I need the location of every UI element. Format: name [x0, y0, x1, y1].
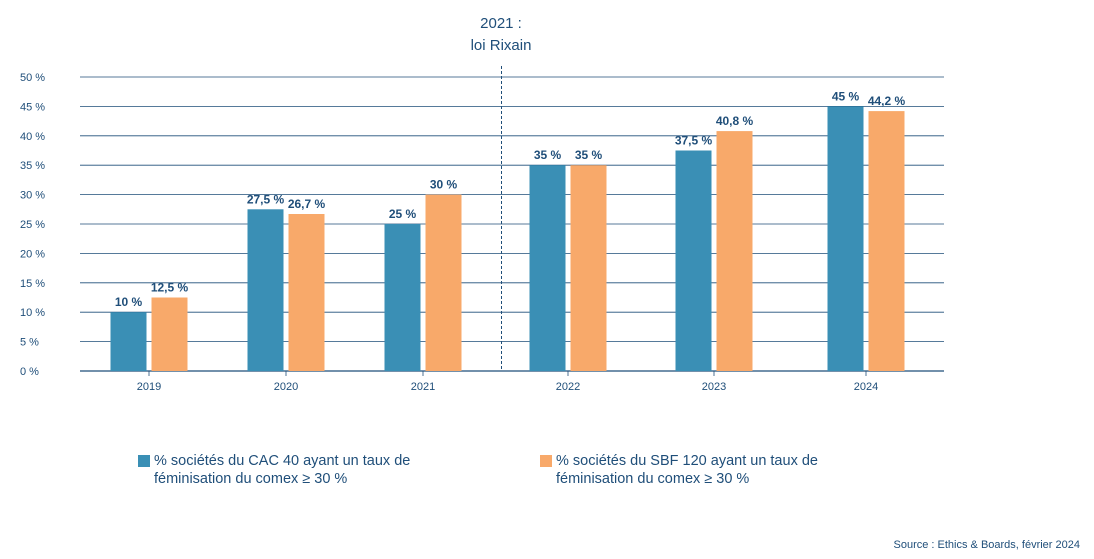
data-label: 44,2 %: [868, 94, 906, 108]
data-label: 10 %: [115, 295, 143, 309]
legend-swatch-sbf120: [540, 455, 552, 467]
legend-item-sbf120: % sociétés du SBF 120 ayant un taux de f…: [540, 452, 891, 488]
legend-label-cac40: % sociétés du CAC 40 ayant un taux de fé…: [154, 453, 411, 487]
y-tick-label: 25 %: [20, 219, 45, 231]
bar-sbf120-2019: [151, 297, 188, 371]
y-tick-label: 30 %: [20, 190, 45, 202]
y-tick-label: 35 %: [20, 160, 45, 172]
legend-label-sbf120: % sociétés du SBF 120 ayant un taux de f…: [556, 453, 818, 487]
x-tick-label: 2021: [411, 381, 435, 393]
bar-sbf120-2024: [868, 111, 905, 371]
y-tick-label: 0 %: [20, 366, 39, 378]
source-note: Source : Ethics & Boards, février 2024: [893, 539, 1080, 551]
y-tick-label: 50 %: [20, 72, 45, 84]
data-label: 37,5 %: [675, 134, 713, 148]
y-axis-ticks: 0 % 5 % 10 % 15 % 20 % 25 % 30 % 35 % 40 % 45 % 50…: [20, 72, 45, 378]
y-tick-label: 5 %: [20, 337, 39, 349]
data-label: 27,5 %: [247, 192, 285, 206]
bar-sbf120-2021: [425, 194, 462, 371]
bar-cac40-2024: [827, 106, 864, 372]
data-label: 12,5 %: [151, 281, 189, 295]
legend-item-cac40: % sociétés du CAC 40 ayant un taux de fé…: [138, 452, 489, 488]
y-tick-label: 45 %: [20, 101, 45, 113]
bar-cac40-2021: [384, 224, 421, 371]
chart-title: 2021 :: [480, 15, 522, 32]
bar-cac40-2022: [529, 165, 566, 371]
data-label: 35 %: [575, 148, 603, 162]
bar-cac40-2020: [247, 209, 284, 371]
data-label: 45 %: [832, 89, 860, 103]
x-tick-label: 2020: [274, 381, 298, 393]
y-tick-label: 20 %: [20, 248, 45, 260]
x-tick-label: 2024: [854, 381, 878, 393]
bars: 10 % 27,5 % 25 % 35 % 37,5 % 45 % 12,5 % 26,7 %…: [110, 89, 906, 372]
data-label: 35 %: [534, 148, 562, 162]
x-axis-ticks: 2019 2020 2021 2022 2023 2024: [137, 371, 878, 393]
data-label: 25 %: [389, 207, 417, 221]
legend-swatch-cac40: [138, 455, 150, 467]
y-tick-label: 15 %: [20, 278, 45, 290]
bar-sbf120-2023: [716, 131, 753, 371]
chart-subtitle: loi Rixain: [471, 37, 532, 54]
x-tick-label: 2019: [137, 381, 161, 393]
x-tick-label: 2022: [556, 381, 580, 393]
y-tick-label: 40 %: [20, 131, 45, 143]
bar-chart: 0 % 5 % 10 % 15 % 20 % 25 % 30 % 35 % 40 % 45 % 50…: [20, 15, 944, 393]
y-tick-label: 10 %: [20, 307, 45, 319]
gridlines: [80, 76, 944, 372]
data-label: 30 %: [430, 178, 458, 192]
data-label: 40,8 %: [716, 114, 754, 128]
bar-cac40-2023: [675, 150, 712, 371]
x-tick-label: 2023: [702, 381, 726, 393]
data-label: 26,7 %: [288, 197, 326, 211]
bar-cac40-2019: [110, 312, 147, 371]
bar-sbf120-2022: [570, 165, 607, 371]
bar-sbf120-2020: [288, 214, 325, 371]
